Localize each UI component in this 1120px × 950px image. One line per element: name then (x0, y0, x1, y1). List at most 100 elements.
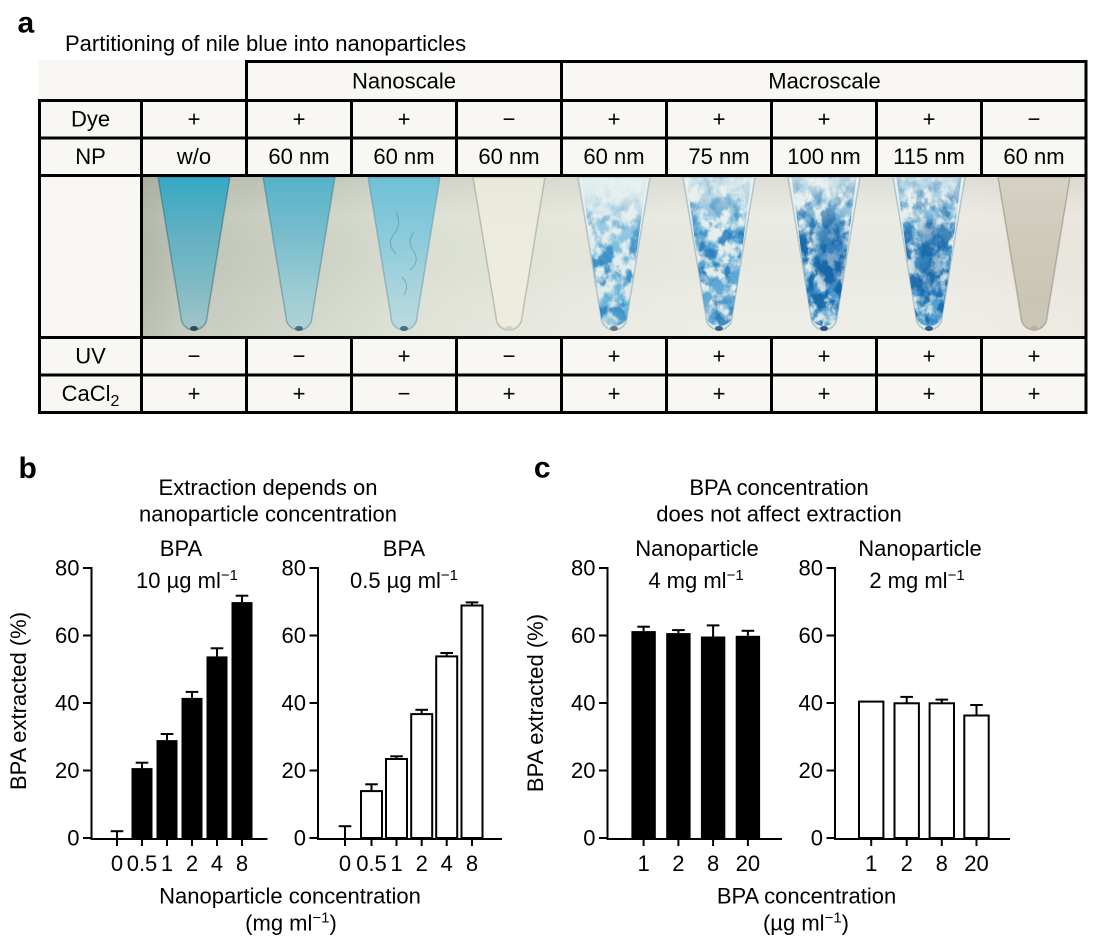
svg-text:+: + (608, 344, 621, 369)
svg-text:(µg ml−1): (µg ml−1) (763, 910, 849, 936)
svg-text:100 nm: 100 nm (787, 144, 860, 169)
svg-text:does not affect extraction: does not affect extraction (656, 502, 901, 527)
svg-text:UV: UV (75, 344, 106, 369)
svg-text:0.5: 0.5 (127, 851, 158, 876)
svg-text:20: 20 (282, 758, 306, 783)
svg-text:4: 4 (441, 851, 453, 876)
svg-text:115 nm: 115 nm (893, 144, 965, 169)
svg-text:2: 2 (416, 851, 428, 876)
svg-text:20: 20 (799, 758, 823, 783)
svg-text:−: − (188, 344, 201, 369)
svg-text:60: 60 (571, 623, 595, 648)
svg-text:Nanoparticle: Nanoparticle (858, 536, 982, 561)
svg-text:0: 0 (339, 851, 351, 876)
svg-text:+: + (713, 344, 726, 369)
svg-text:BPA extracted (%): BPA extracted (%) (6, 612, 31, 790)
svg-text:60: 60 (55, 623, 79, 648)
svg-text:Nanoparticle: Nanoparticle (635, 536, 759, 561)
svg-text:60 nm: 60 nm (1003, 144, 1064, 169)
svg-text:60 nm: 60 nm (583, 144, 644, 169)
svg-text:+: + (1028, 381, 1041, 406)
svg-text:−: − (503, 107, 516, 132)
svg-text:−: − (293, 344, 306, 369)
svg-text:+: + (818, 344, 831, 369)
svg-text:BPA: BPA (383, 536, 426, 561)
svg-text:4: 4 (211, 851, 223, 876)
svg-text:+: + (818, 107, 831, 132)
svg-text:Partitioning of nile blue into: Partitioning of nile blue into nanoparti… (65, 31, 466, 56)
svg-text:a: a (18, 7, 35, 40)
svg-text:2: 2 (672, 851, 684, 876)
svg-text:0.5: 0.5 (356, 851, 387, 876)
svg-text:0.5 µg ml−1: 0.5 µg ml−1 (350, 567, 458, 593)
svg-text:60 nm: 60 nm (373, 144, 434, 169)
svg-text:+: + (1028, 344, 1041, 369)
svg-text:40: 40 (282, 691, 306, 716)
svg-text:Dye: Dye (71, 107, 110, 132)
svg-text:+: + (923, 344, 936, 369)
svg-text:1: 1 (161, 851, 173, 876)
svg-text:+: + (818, 381, 831, 406)
svg-text:Macroscale: Macroscale (768, 69, 880, 94)
svg-text:+: + (398, 107, 411, 132)
svg-text:+: + (293, 381, 306, 406)
svg-text:+: + (188, 381, 201, 406)
svg-text:+: + (188, 107, 201, 132)
svg-text:+: + (608, 107, 621, 132)
svg-text:+: + (923, 107, 936, 132)
svg-text:8: 8 (707, 851, 719, 876)
svg-text:nanoparticle concentration: nanoparticle concentration (139, 502, 397, 527)
svg-text:w/o: w/o (176, 144, 211, 169)
svg-text:0: 0 (294, 826, 306, 851)
svg-text:0: 0 (583, 826, 595, 851)
svg-text:BPA extracted (%): BPA extracted (%) (523, 614, 548, 792)
svg-text:−: − (398, 381, 411, 406)
svg-text:8: 8 (466, 851, 478, 876)
svg-text:BPA: BPA (160, 536, 203, 561)
svg-text:+: + (293, 107, 306, 132)
svg-text:80: 80 (799, 556, 823, 581)
svg-text:BPA concentration: BPA concentration (689, 475, 868, 500)
svg-text:c: c (534, 452, 551, 485)
svg-text:+: + (503, 381, 516, 406)
svg-text:0: 0 (111, 851, 123, 876)
svg-text:b: b (19, 452, 37, 485)
svg-text:80: 80 (282, 556, 306, 581)
svg-text:80: 80 (571, 556, 595, 581)
svg-text:2: 2 (186, 851, 198, 876)
svg-text:60: 60 (282, 623, 306, 648)
svg-text:+: + (923, 381, 936, 406)
svg-text:8: 8 (236, 851, 248, 876)
svg-text:60 nm: 60 nm (268, 144, 329, 169)
svg-text:−: − (1028, 107, 1041, 132)
svg-text:20: 20 (571, 758, 595, 783)
svg-text:2: 2 (901, 851, 913, 876)
svg-text:CaCl2: CaCl2 (62, 381, 120, 410)
svg-text:+: + (398, 344, 411, 369)
svg-text:BPA concentration: BPA concentration (717, 884, 896, 909)
svg-text:Extraction depends on: Extraction depends on (159, 475, 378, 500)
svg-text:60 nm: 60 nm (478, 144, 539, 169)
svg-text:75 nm: 75 nm (688, 144, 749, 169)
svg-text:+: + (713, 107, 726, 132)
svg-text:20: 20 (55, 758, 79, 783)
svg-text:NP: NP (75, 144, 106, 169)
svg-text:40: 40 (799, 691, 823, 716)
svg-text:0: 0 (811, 826, 823, 851)
svg-text:Nanoscale: Nanoscale (352, 69, 456, 94)
svg-text:Nanoparticle concentration: Nanoparticle concentration (159, 884, 421, 909)
svg-text:+: + (608, 381, 621, 406)
svg-text:20: 20 (736, 851, 760, 876)
svg-text:0: 0 (67, 826, 79, 851)
svg-text:40: 40 (55, 691, 79, 716)
svg-text:8: 8 (936, 851, 948, 876)
svg-text:20: 20 (964, 851, 988, 876)
svg-text:+: + (713, 381, 726, 406)
svg-text:60: 60 (799, 623, 823, 648)
svg-text:80: 80 (55, 556, 79, 581)
svg-text:40: 40 (571, 691, 595, 716)
svg-text:1: 1 (390, 851, 402, 876)
svg-text:1: 1 (865, 851, 877, 876)
svg-text:1: 1 (637, 851, 649, 876)
svg-text:−: − (503, 344, 516, 369)
